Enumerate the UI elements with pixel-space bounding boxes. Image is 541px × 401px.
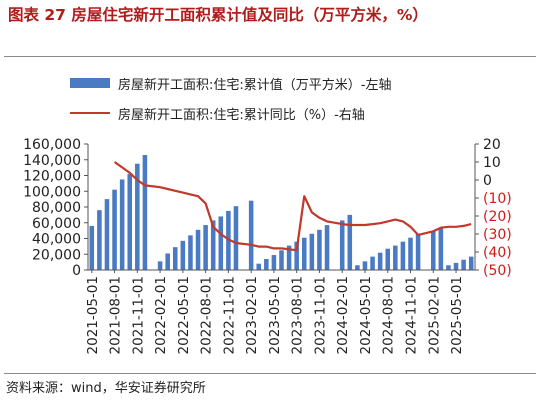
bar xyxy=(377,252,383,270)
y-left-tick-label: 140,000 xyxy=(23,153,81,169)
bar xyxy=(362,261,368,270)
y-left-tick-label: 60,000 xyxy=(32,216,81,232)
bar xyxy=(453,262,459,270)
x-tick-label: 2022-08-01 xyxy=(199,276,215,354)
x-tick-label: 2025-05-01 xyxy=(449,276,465,354)
y-left-tick-label: 160,000 xyxy=(23,137,81,153)
y-left-tick-label: 100,000 xyxy=(23,184,81,200)
y-left-tick-label: 0 xyxy=(72,263,81,279)
bar xyxy=(119,179,125,270)
legend: 房屋新开工面积:住宅:累计值（万平方米）-左轴 房屋新开工面积:住宅:累计同比（… xyxy=(70,68,391,128)
x-tick-label: 2022-05-01 xyxy=(176,276,192,354)
y-left-tick-label: 20,000 xyxy=(32,247,81,263)
bar xyxy=(210,220,216,270)
bar xyxy=(218,216,224,270)
chart-title: 图表 27 房屋住宅新开工面积累计值及同比（万平方米，%） xyxy=(8,6,428,24)
legend-swatch-bar xyxy=(70,78,110,88)
bar xyxy=(294,241,299,270)
y-right-tick-label: (20) xyxy=(483,209,512,225)
bar xyxy=(309,233,315,270)
y-left-tick-label: 40,000 xyxy=(32,232,81,248)
bar xyxy=(430,231,436,270)
legend-swatch-line xyxy=(70,112,110,114)
bar xyxy=(248,200,254,270)
bar xyxy=(408,237,413,270)
source-divider xyxy=(4,373,536,374)
bar xyxy=(180,240,186,270)
bar xyxy=(89,225,95,270)
y-right-tick-label: 0 xyxy=(483,173,492,189)
bar xyxy=(256,263,262,270)
x-tick-label: 2021-08-01 xyxy=(108,276,124,354)
bar xyxy=(97,210,102,270)
bar xyxy=(317,229,322,270)
bar xyxy=(339,220,345,270)
bar xyxy=(286,245,292,270)
bar xyxy=(157,261,163,270)
bar xyxy=(142,155,148,270)
title-divider xyxy=(4,56,536,57)
source-note: 资料来源：wind，华安证券研究所 xyxy=(6,381,206,396)
x-tick-label: 2022-11-01 xyxy=(221,276,237,354)
y-right-tick-label: (30) xyxy=(483,227,512,243)
bar xyxy=(385,248,391,270)
y-left-tick-label: 80,000 xyxy=(32,200,81,216)
x-tick-label: 2024-02-01 xyxy=(335,276,351,354)
bar xyxy=(233,206,239,270)
x-tick-label: 2023-02-01 xyxy=(244,276,260,354)
bar xyxy=(461,259,466,270)
bar xyxy=(370,256,375,270)
x-tick-label: 2024-11-01 xyxy=(404,276,420,354)
bar xyxy=(301,237,307,270)
legend-item-bars: 房屋新开工面积:住宅:累计值（万平方米）-左轴 xyxy=(70,68,391,98)
x-tick-label: 2021-05-01 xyxy=(85,276,101,354)
x-tick-label: 2022-02-01 xyxy=(153,276,169,354)
y-right-tick-label: (40) xyxy=(483,245,512,261)
x-tick-label: 2024-05-01 xyxy=(358,276,374,354)
x-tick-label: 2025-02-01 xyxy=(426,276,442,354)
bar xyxy=(188,235,193,270)
bar xyxy=(324,225,330,270)
x-tick-label: 2023-08-01 xyxy=(290,276,306,354)
bar xyxy=(279,250,284,270)
bar xyxy=(271,255,277,270)
bar xyxy=(393,245,398,270)
bar xyxy=(112,189,117,270)
bar xyxy=(347,214,353,271)
bar xyxy=(127,173,133,270)
bar xyxy=(195,229,201,270)
bar xyxy=(135,163,140,270)
y-right-tick-label: 20 xyxy=(483,137,501,153)
bar xyxy=(165,253,170,270)
yoy-line xyxy=(113,161,472,252)
x-tick-label: 2021-11-01 xyxy=(130,276,146,354)
y-right-tick-label: (50) xyxy=(483,263,512,279)
bar xyxy=(415,233,421,270)
x-tick-label: 2024-08-01 xyxy=(381,276,397,354)
bar xyxy=(446,265,451,270)
bar xyxy=(264,258,269,270)
bar xyxy=(203,225,208,270)
legend-label-bars: 房屋新开工面积:住宅:累计值（万平方米）-左轴 xyxy=(118,77,392,93)
y-right-tick-label: (10) xyxy=(483,191,512,207)
bar xyxy=(400,241,406,270)
y-right-tick-label: 10 xyxy=(483,155,501,171)
bar xyxy=(172,247,178,270)
legend-item-line: 房屋新开工面积:住宅:累计同比（%）-右轴 xyxy=(70,98,391,128)
y-left-tick-label: 120,000 xyxy=(23,169,81,185)
legend-label-line: 房屋新开工面积:住宅:累计同比（%）-右轴 xyxy=(118,107,365,123)
bar xyxy=(468,256,474,270)
x-tick-label: 2023-11-01 xyxy=(312,276,328,354)
bar xyxy=(104,199,110,271)
x-tick-label: 2023-05-01 xyxy=(267,276,283,354)
bar xyxy=(355,265,360,270)
bar xyxy=(438,227,444,270)
